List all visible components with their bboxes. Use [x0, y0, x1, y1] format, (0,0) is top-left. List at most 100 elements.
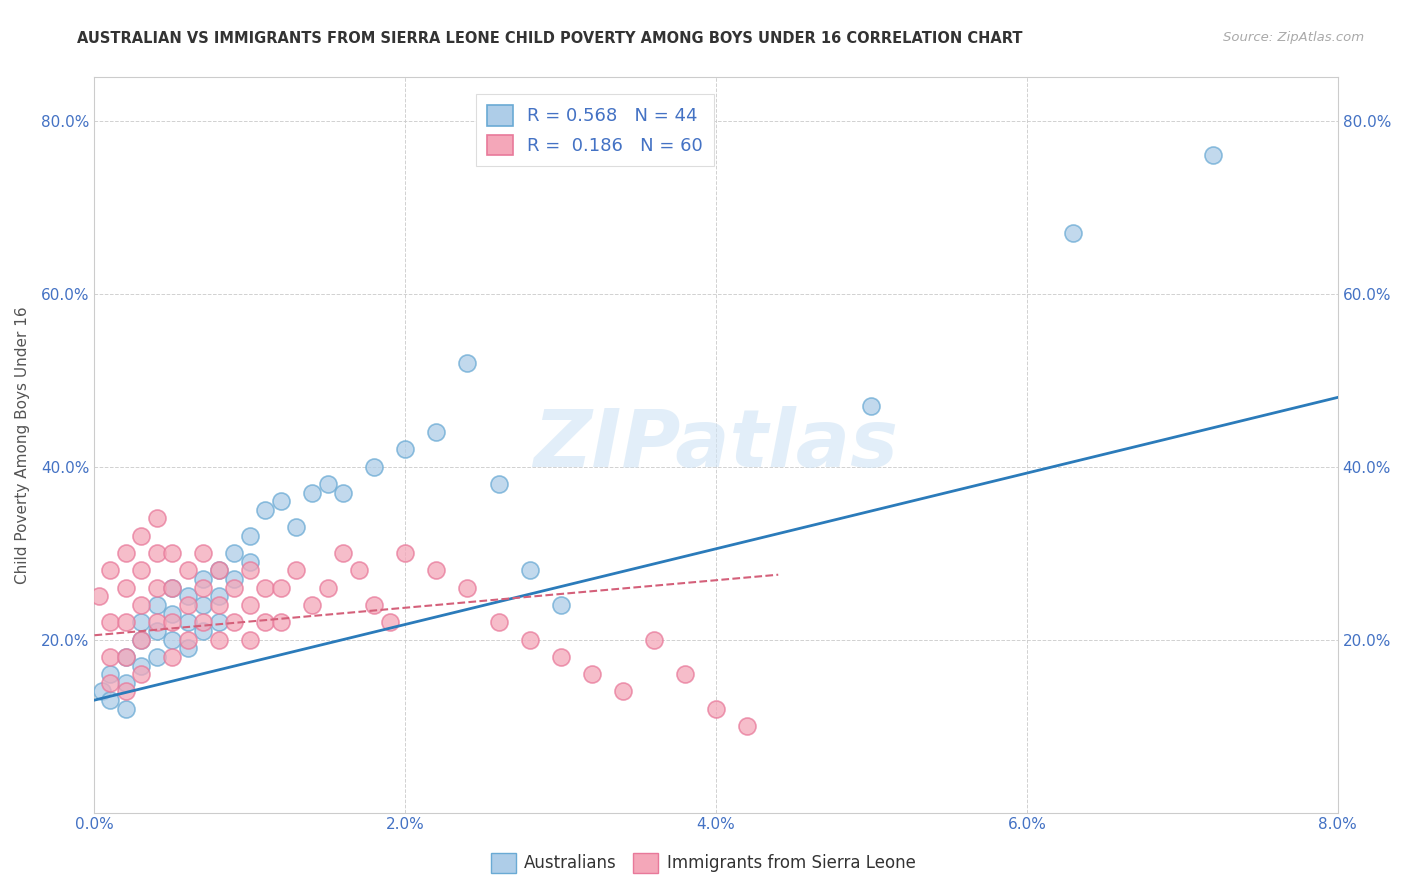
Point: [332, 485, 354, 500]
Point: [612, 684, 634, 698]
Point: [177, 632, 200, 647]
Point: [425, 425, 447, 439]
Point: [160, 632, 183, 647]
Point: [208, 632, 231, 647]
Point: [270, 615, 292, 630]
Point: [160, 581, 183, 595]
Point: [160, 615, 183, 630]
Y-axis label: Child Poverty Among Boys Under 16: Child Poverty Among Boys Under 16: [15, 306, 30, 583]
Point: [160, 649, 183, 664]
Point: [1202, 148, 1225, 162]
Point: [145, 581, 167, 595]
Point: [193, 624, 215, 638]
Point: [316, 581, 339, 595]
Point: [332, 546, 354, 560]
Point: [254, 581, 277, 595]
Point: [488, 476, 510, 491]
Point: [208, 598, 231, 612]
Point: [270, 494, 292, 508]
Point: [145, 511, 167, 525]
Point: [254, 615, 277, 630]
Point: [347, 563, 370, 577]
Legend: Australians, Immigrants from Sierra Leone: Australians, Immigrants from Sierra Leon…: [484, 847, 922, 880]
Point: [254, 503, 277, 517]
Point: [98, 615, 121, 630]
Point: [145, 598, 167, 612]
Point: [860, 399, 883, 413]
Point: [177, 641, 200, 656]
Point: [363, 598, 385, 612]
Point: [363, 459, 385, 474]
Point: [89, 590, 111, 604]
Point: [643, 632, 665, 647]
Point: [145, 615, 167, 630]
Point: [160, 546, 183, 560]
Point: [270, 581, 292, 595]
Point: [98, 667, 121, 681]
Point: [160, 607, 183, 621]
Point: [394, 442, 416, 457]
Point: [129, 615, 152, 630]
Point: [145, 649, 167, 664]
Point: [456, 356, 478, 370]
Point: [193, 581, 215, 595]
Text: AUSTRALIAN VS IMMIGRANTS FROM SIERRA LEONE CHILD POVERTY AMONG BOYS UNDER 16 COR: AUSTRALIAN VS IMMIGRANTS FROM SIERRA LEO…: [77, 31, 1022, 46]
Point: [129, 632, 152, 647]
Point: [114, 649, 136, 664]
Legend: R = 0.568   N = 44, R =  0.186   N = 60: R = 0.568 N = 44, R = 0.186 N = 60: [477, 94, 714, 166]
Point: [735, 719, 758, 733]
Point: [239, 632, 262, 647]
Point: [91, 684, 114, 698]
Point: [224, 581, 246, 595]
Text: ZIPatlas: ZIPatlas: [533, 406, 898, 484]
Point: [224, 615, 246, 630]
Point: [98, 649, 121, 664]
Point: [301, 485, 323, 500]
Point: [129, 632, 152, 647]
Point: [193, 572, 215, 586]
Point: [145, 624, 167, 638]
Point: [673, 667, 696, 681]
Point: [581, 667, 603, 681]
Point: [224, 572, 246, 586]
Point: [239, 563, 262, 577]
Point: [456, 581, 478, 595]
Point: [129, 598, 152, 612]
Point: [239, 529, 262, 543]
Point: [145, 546, 167, 560]
Point: [160, 581, 183, 595]
Point: [193, 598, 215, 612]
Point: [704, 702, 727, 716]
Point: [488, 615, 510, 630]
Point: [378, 615, 401, 630]
Point: [285, 520, 308, 534]
Point: [114, 675, 136, 690]
Point: [1062, 226, 1084, 240]
Point: [98, 693, 121, 707]
Point: [239, 555, 262, 569]
Point: [208, 563, 231, 577]
Point: [550, 598, 572, 612]
Point: [98, 563, 121, 577]
Point: [301, 598, 323, 612]
Point: [425, 563, 447, 577]
Point: [114, 702, 136, 716]
Point: [285, 563, 308, 577]
Point: [208, 563, 231, 577]
Point: [98, 675, 121, 690]
Point: [129, 563, 152, 577]
Point: [208, 615, 231, 630]
Point: [114, 546, 136, 560]
Point: [193, 546, 215, 560]
Point: [114, 615, 136, 630]
Point: [129, 667, 152, 681]
Point: [550, 649, 572, 664]
Point: [519, 632, 541, 647]
Point: [193, 615, 215, 630]
Point: [224, 546, 246, 560]
Point: [177, 615, 200, 630]
Point: [129, 529, 152, 543]
Point: [316, 476, 339, 491]
Point: [114, 649, 136, 664]
Point: [177, 590, 200, 604]
